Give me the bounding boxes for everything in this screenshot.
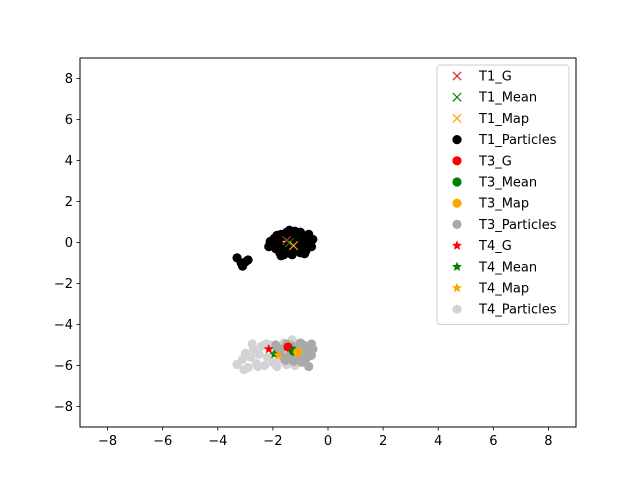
- t4-particles-point-7: [254, 349, 264, 359]
- x-tick-label-8: 8: [544, 434, 552, 449]
- legend-label-t4-particles: T4_Particles: [478, 303, 557, 318]
- t1-map-point-0: [288, 240, 299, 251]
- y-tick-label-8: 8: [65, 72, 73, 87]
- t3-particles-point-21: [280, 355, 290, 365]
- x-tick-label-4: 0: [324, 434, 332, 449]
- legend-marker-t4-map: [452, 282, 462, 293]
- t1-mean-point-0: [284, 237, 295, 248]
- legend-marker-t3-mean: [452, 177, 462, 187]
- legend-marker-t1-g: [452, 71, 462, 81]
- y-tick-label-4: 0: [65, 236, 73, 251]
- t4-particles-point-4: [246, 352, 256, 362]
- t4-particles-point-25: [247, 339, 257, 349]
- legend-label-t3-mean: T3_Mean: [478, 176, 537, 191]
- t1-particles-point-44: [243, 255, 253, 265]
- legend-marker-t3-g: [452, 156, 462, 166]
- legend-label-t1-particles: T1_Particles: [478, 133, 557, 148]
- legend-label-t1-g: T1_G: [478, 70, 512, 85]
- t1-particles-point-36: [264, 242, 274, 252]
- y-tick-label-6: 4: [65, 154, 73, 169]
- x-tick-label-2: −4: [208, 434, 227, 449]
- t4-particles-point-14: [272, 361, 282, 372]
- t1-particles-point-34: [295, 227, 306, 237]
- t1-particles-point-37: [276, 251, 286, 261]
- legend-box: [436, 64, 570, 325]
- legend-marker-t1-particles: [452, 135, 462, 145]
- legend-label-t4-mean: T4_Mean: [478, 260, 537, 275]
- legend-marker-t3-map: [452, 198, 462, 208]
- x-tick-label-6: 4: [434, 434, 442, 449]
- legend-label-t3-g: T3_G: [478, 154, 512, 169]
- t1-particles-point-39: [304, 229, 314, 239]
- y-tick-label-1: −6: [54, 359, 73, 374]
- t3-map-point-0: [293, 347, 303, 357]
- x-tick-label-5: 2: [379, 434, 387, 449]
- legend-marker-t1-map: [452, 113, 462, 124]
- t3-particles-point-22: [295, 338, 306, 348]
- legend-label-t4-map: T4_Map: [478, 282, 529, 297]
- x-tick-label-0: −8: [98, 434, 117, 449]
- legend-marker-t4-particles: [452, 304, 462, 314]
- legend: T1_G T1_Mean T1_Map T1_Particles T3_G T3_Mean…: [436, 64, 570, 325]
- t4-g-point-0: [263, 343, 274, 354]
- legend-marker-t4-g: [452, 240, 462, 250]
- legend-label-t3-map: T3_Map: [478, 197, 529, 212]
- legend-marker-t3-particles: [452, 219, 462, 229]
- legend-marker-t4-mean: [452, 261, 462, 272]
- t4-particles-point-24: [239, 365, 249, 375]
- legend-label-t1-map: T1_Map: [478, 112, 529, 127]
- t4-particles-point-21: [253, 361, 263, 372]
- t3-particles-point-19: [297, 357, 307, 368]
- t1-particles-point-35: [299, 249, 310, 259]
- t3-particles-point-18: [304, 361, 314, 372]
- x-tick-label-1: −6: [153, 434, 172, 449]
- t1-particles-point-38: [287, 250, 297, 260]
- t1-particles-point-29: [306, 242, 317, 252]
- y-tick-label-2: −4: [54, 318, 73, 333]
- y-tick-label-5: 2: [65, 195, 73, 210]
- legend-marker-t1-mean: [452, 92, 462, 102]
- y-tick-label-7: 6: [65, 113, 73, 128]
- y-tick-label-0: −8: [54, 400, 73, 415]
- t3-particles-point-23: [306, 350, 317, 360]
- t4-particles-point-9: [260, 360, 270, 371]
- points-layer: [232, 225, 318, 375]
- x-tick-label-3: −2: [263, 434, 282, 449]
- t3-particles-point-20: [288, 356, 299, 366]
- y-tick-label-3: −2: [54, 277, 73, 292]
- legend-label-t4-g: T4_G: [478, 239, 512, 254]
- legend-label-t3-particles: T3_Particles: [478, 218, 557, 233]
- x-tick-label-7: 6: [489, 434, 497, 449]
- legend-label-t1-mean: T1_Mean: [478, 91, 537, 106]
- t4-map-point-0: [273, 350, 284, 360]
- ticks-layer: −8 −6 −4 −2 0 2 4 6 8 −8 −6 −4 −2 0 2 4 6 8: [54, 72, 553, 449]
